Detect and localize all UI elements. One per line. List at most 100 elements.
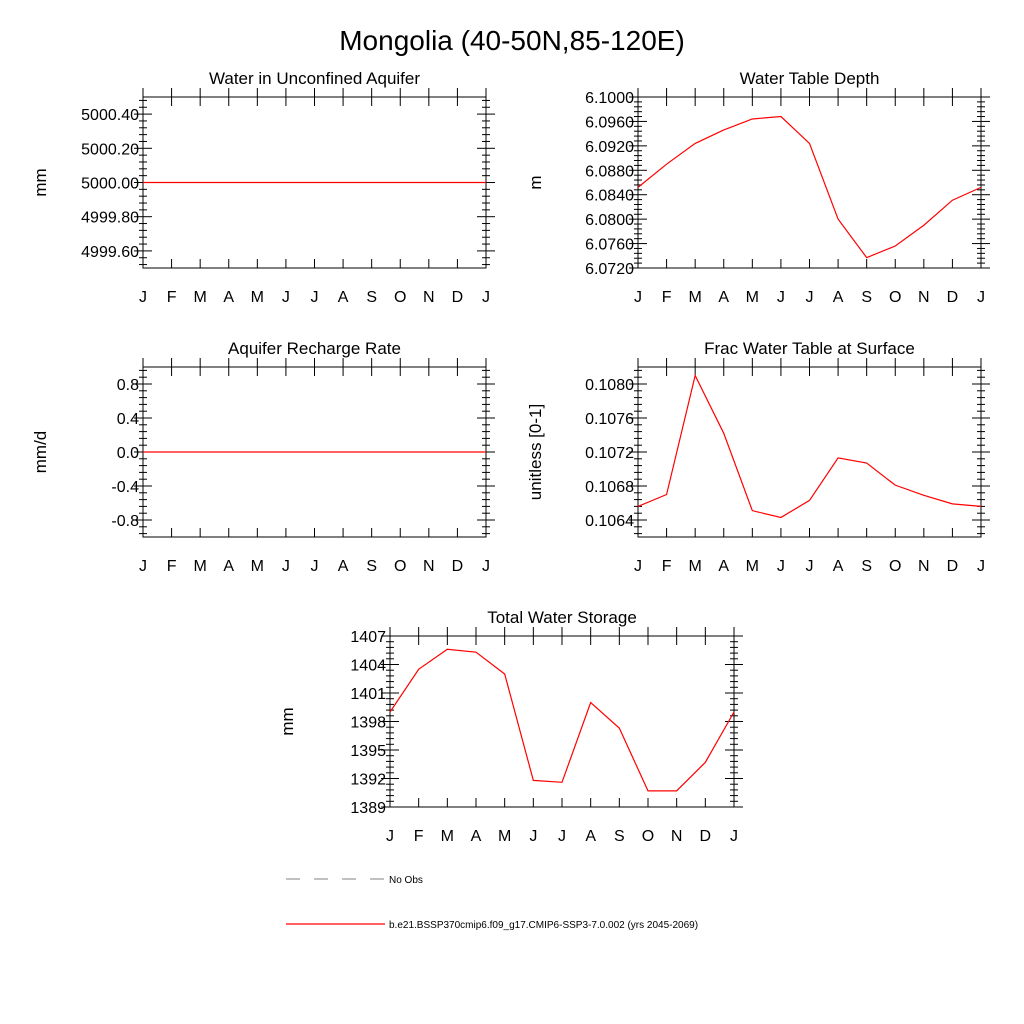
- plot-frame: [637, 96, 982, 269]
- y-tick-label: 0.1064: [585, 513, 634, 530]
- x-tick-label: J: [311, 558, 319, 575]
- y-axis-label: mm: [31, 168, 50, 196]
- x-tick-label: A: [338, 558, 349, 575]
- y-tick-label: 6.0840: [585, 188, 634, 205]
- x-tick-label: M: [689, 289, 702, 306]
- x-tick-label: A: [223, 289, 234, 306]
- x-tick-label: J: [558, 828, 566, 845]
- x-tick-label: S: [861, 289, 872, 306]
- x-tick-label: O: [394, 558, 406, 575]
- panel-title: Aquifer Recharge Rate: [228, 339, 401, 358]
- y-tick-label: 4999.80: [81, 210, 139, 227]
- x-tick-label: J: [806, 289, 814, 306]
- x-tick-label: D: [700, 828, 712, 845]
- x-tick-label: A: [833, 558, 844, 575]
- x-tick-label: F: [662, 558, 672, 575]
- x-tick-label: S: [366, 289, 377, 306]
- x-tick-label: A: [718, 289, 729, 306]
- y-tick-label: 6.0960: [585, 114, 634, 131]
- y-tick-label: -0.4: [111, 479, 139, 496]
- x-tick-label: O: [394, 289, 406, 306]
- x-tick-label: J: [311, 289, 319, 306]
- x-tick-label: F: [662, 289, 672, 306]
- y-tick-label: 1407: [350, 629, 386, 646]
- x-tick-label: M: [498, 828, 511, 845]
- panel-title: Frac Water Table at Surface: [704, 339, 915, 358]
- y-tick-label: 0.1068: [585, 479, 634, 496]
- x-tick-label: M: [194, 558, 207, 575]
- y-tick-label: 1398: [350, 715, 386, 732]
- series-line-model: [637, 373, 982, 519]
- panel-title: Water in Unconfined Aquifer: [209, 69, 420, 88]
- x-tick-label: J: [730, 828, 738, 845]
- x-tick-label: N: [423, 289, 435, 306]
- legend-model-label: b.e21.BSSP370cmip6.f09_g17.CMIP6-SSP3-7.…: [389, 920, 698, 931]
- x-tick-label: M: [194, 289, 207, 306]
- y-tick-label: 1404: [350, 658, 386, 675]
- y-tick-label: 6.1000: [585, 90, 634, 107]
- panel-title: Total Water Storage: [487, 608, 637, 627]
- x-tick-label: J: [139, 558, 147, 575]
- y-tick-label: 6.0720: [585, 261, 634, 278]
- x-tick-label: O: [889, 558, 901, 575]
- x-tick-label: J: [806, 558, 814, 575]
- x-tick-label: N: [671, 828, 683, 845]
- x-tick-label: M: [746, 289, 759, 306]
- x-tick-label: J: [777, 289, 785, 306]
- x-tick-label: O: [889, 289, 901, 306]
- y-tick-label: 1389: [350, 800, 386, 817]
- y-tick-label: 5000.00: [81, 176, 139, 193]
- x-tick-label: J: [482, 289, 490, 306]
- x-tick-label: J: [634, 558, 642, 575]
- y-tick-label: 6.0760: [585, 237, 634, 254]
- y-tick-label: 1401: [350, 686, 386, 703]
- y-tick-label: 4999.60: [81, 244, 139, 261]
- y-axis-label: mm: [278, 707, 297, 735]
- x-tick-label: F: [167, 289, 177, 306]
- x-tick-label: D: [452, 558, 464, 575]
- x-tick-label: A: [833, 289, 844, 306]
- x-tick-label: A: [471, 828, 482, 845]
- series-line-model: [637, 115, 982, 259]
- x-tick-label: N: [423, 558, 435, 575]
- y-tick-label: 6.0800: [585, 212, 634, 229]
- x-tick-label: J: [977, 558, 985, 575]
- x-tick-label: J: [482, 558, 490, 575]
- x-tick-label: A: [585, 828, 596, 845]
- x-tick-label: D: [947, 289, 959, 306]
- x-tick-label: J: [282, 558, 290, 575]
- x-tick-label: J: [634, 289, 642, 306]
- plot-frame: [637, 366, 982, 538]
- x-tick-label: O: [642, 828, 654, 845]
- y-tick-label: 0.4: [117, 411, 139, 428]
- y-tick-label: 5000.20: [81, 141, 139, 158]
- y-tick-label: 5000.40: [81, 107, 139, 124]
- panel-title: Water Table Depth: [740, 69, 880, 88]
- x-tick-label: J: [139, 289, 147, 306]
- y-tick-label: 0.1080: [585, 377, 634, 394]
- legend-obs-label: No Obs: [389, 875, 423, 886]
- x-tick-label: S: [366, 558, 377, 575]
- series-line-model: [389, 648, 735, 792]
- x-tick-label: A: [223, 558, 234, 575]
- y-tick-label: 1392: [350, 772, 386, 789]
- x-tick-label: J: [386, 828, 394, 845]
- y-tick-label: 0.1076: [585, 411, 634, 428]
- x-tick-label: A: [718, 558, 729, 575]
- legend: No Obs b.e21.BSSP370cmip6.f09_g17.CMIP6-…: [286, 875, 698, 931]
- x-tick-label: J: [282, 289, 290, 306]
- y-axis-label: unitless [0-1]: [526, 404, 545, 500]
- x-tick-label: N: [918, 558, 930, 575]
- x-tick-label: F: [414, 828, 424, 845]
- x-tick-label: D: [947, 558, 959, 575]
- y-tick-label: 6.0880: [585, 163, 634, 180]
- x-tick-label: S: [861, 558, 872, 575]
- y-tick-label: -0.8: [111, 513, 139, 530]
